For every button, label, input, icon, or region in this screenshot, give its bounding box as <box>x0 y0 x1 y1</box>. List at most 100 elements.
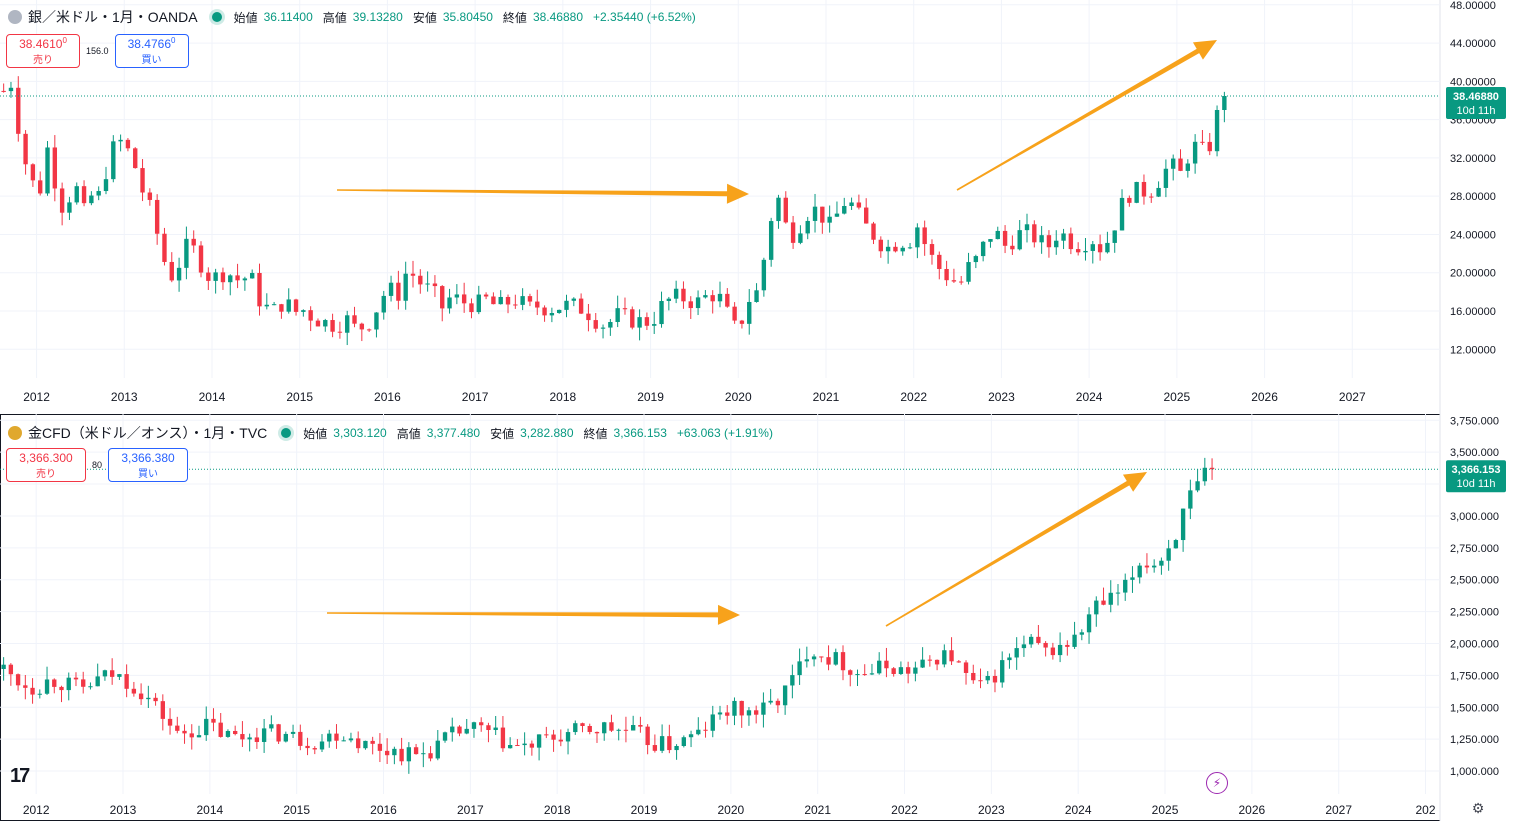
candle <box>1137 565 1142 578</box>
candle <box>1152 565 1157 568</box>
candle <box>1173 540 1179 549</box>
silver-low-label: 安値 <box>412 10 437 25</box>
silver-market-open-icon <box>211 12 222 22</box>
candle <box>776 197 781 222</box>
candle <box>1202 467 1207 482</box>
candle <box>849 202 854 206</box>
candle <box>286 299 291 312</box>
candle <box>410 273 416 276</box>
x-tick-label: 2026 <box>1251 390 1278 404</box>
x-tick-label: 2027 <box>1339 390 1366 404</box>
price-axis-panel <box>1440 0 1513 414</box>
x-tick-label: 2027 <box>1325 803 1352 817</box>
candle <box>225 730 231 737</box>
y-tick-label: 28.00000 <box>1450 191 1496 203</box>
candle <box>927 659 933 661</box>
x-tick-label: 202 <box>1416 803 1436 817</box>
x-tick-label: 2012 <box>23 390 50 404</box>
candle <box>464 728 469 734</box>
candle <box>1010 245 1015 250</box>
candle <box>855 674 860 676</box>
candle <box>578 298 584 314</box>
candle <box>674 746 679 751</box>
candle <box>500 727 506 749</box>
x-tick-label: 2021 <box>813 390 840 404</box>
candle <box>907 247 913 249</box>
candle <box>717 293 723 302</box>
candle <box>797 661 802 676</box>
gold-chart-pane[interactable]: 3,750.0003,500.0003,250.0003,000.0002,75… <box>0 414 1513 821</box>
candle <box>211 718 216 723</box>
candle <box>630 725 636 731</box>
candle <box>812 206 818 221</box>
silver-chart-canvas[interactable]: 48.0000044.0000040.0000036.0000032.00000… <box>0 0 1513 414</box>
candle <box>15 674 21 686</box>
candle <box>352 315 357 324</box>
gold-sell-button[interactable]: 3,366.300 売り <box>6 448 86 482</box>
candle <box>869 673 875 675</box>
silver-sell-button[interactable]: 38.46100 売り <box>6 34 80 68</box>
candle <box>544 734 549 736</box>
candle <box>978 680 983 682</box>
gold-open-value: 3,303.120 <box>333 426 387 440</box>
settings-gear-icon[interactable]: ⚙ <box>1471 800 1485 816</box>
candle <box>1222 95 1227 110</box>
candle <box>602 722 607 734</box>
x-tick-label: 2023 <box>988 390 1015 404</box>
y-tick-label: 2,500.000 <box>1450 575 1499 587</box>
candle <box>392 748 397 756</box>
candle <box>293 299 299 312</box>
candle <box>254 737 260 742</box>
candle <box>271 304 277 306</box>
candle <box>515 745 520 747</box>
x-tick-label: 2018 <box>544 803 571 817</box>
candle <box>666 298 672 301</box>
candle <box>1002 230 1008 246</box>
gold-chart-canvas[interactable]: 3,750.0003,500.0003,250.0003,000.0002,75… <box>0 414 1513 821</box>
candle <box>298 731 303 746</box>
candle <box>746 710 752 716</box>
lightning-icon[interactable]: ⚡ <box>1206 772 1228 794</box>
silver-symbol-title[interactable]: 銀／米ドル・1月・OANDA <box>28 9 198 25</box>
candle <box>1086 614 1092 633</box>
candle <box>971 672 976 681</box>
candle <box>652 324 657 326</box>
silver-chart-pane[interactable]: 48.00000 44.00000 40.00000 36.00000 32.00000… <box>0 0 1513 414</box>
y-tick-label: 44.00000 <box>1450 38 1496 50</box>
gold-symbol-title[interactable]: 金CFD（米ドル／オンス）・1月・TVC <box>28 425 268 441</box>
candle <box>644 317 650 326</box>
silver-change: +2.35440 (+6.52%) <box>593 10 696 24</box>
candle <box>856 202 862 208</box>
candle <box>520 296 525 305</box>
silver-buy-button[interactable]: 38.47660 買い <box>114 34 189 68</box>
candle <box>334 733 339 741</box>
gold-buy-button[interactable]: 3,366.380 買い <box>108 448 189 482</box>
candle <box>301 310 306 312</box>
silver-sell-price: 38.4610 <box>19 37 63 51</box>
silver-buy-price: 38.4766 <box>127 37 171 51</box>
candle <box>790 675 795 686</box>
candle <box>864 207 869 224</box>
y-tick-label: 40.00000 <box>1450 76 1496 88</box>
candle <box>242 278 248 281</box>
candle <box>922 227 927 245</box>
candle <box>891 668 896 674</box>
candle <box>247 737 252 740</box>
silver-high-value: 39.13280 <box>352 10 403 24</box>
candle <box>160 701 165 719</box>
candle <box>1159 560 1164 566</box>
candle <box>959 281 964 283</box>
candle <box>695 297 701 309</box>
candle <box>535 301 540 308</box>
y-tick-label: 2,750.000 <box>1450 543 1499 555</box>
x-tick-label: 2017 <box>457 803 484 817</box>
candle <box>1195 481 1200 491</box>
candle <box>659 300 664 325</box>
candle <box>871 223 876 240</box>
tradingview-logo-icon[interactable]: 17 <box>10 765 30 787</box>
candle <box>725 293 730 307</box>
candle <box>877 660 882 674</box>
candle <box>305 745 310 749</box>
candle <box>133 148 138 169</box>
candle <box>435 740 440 759</box>
